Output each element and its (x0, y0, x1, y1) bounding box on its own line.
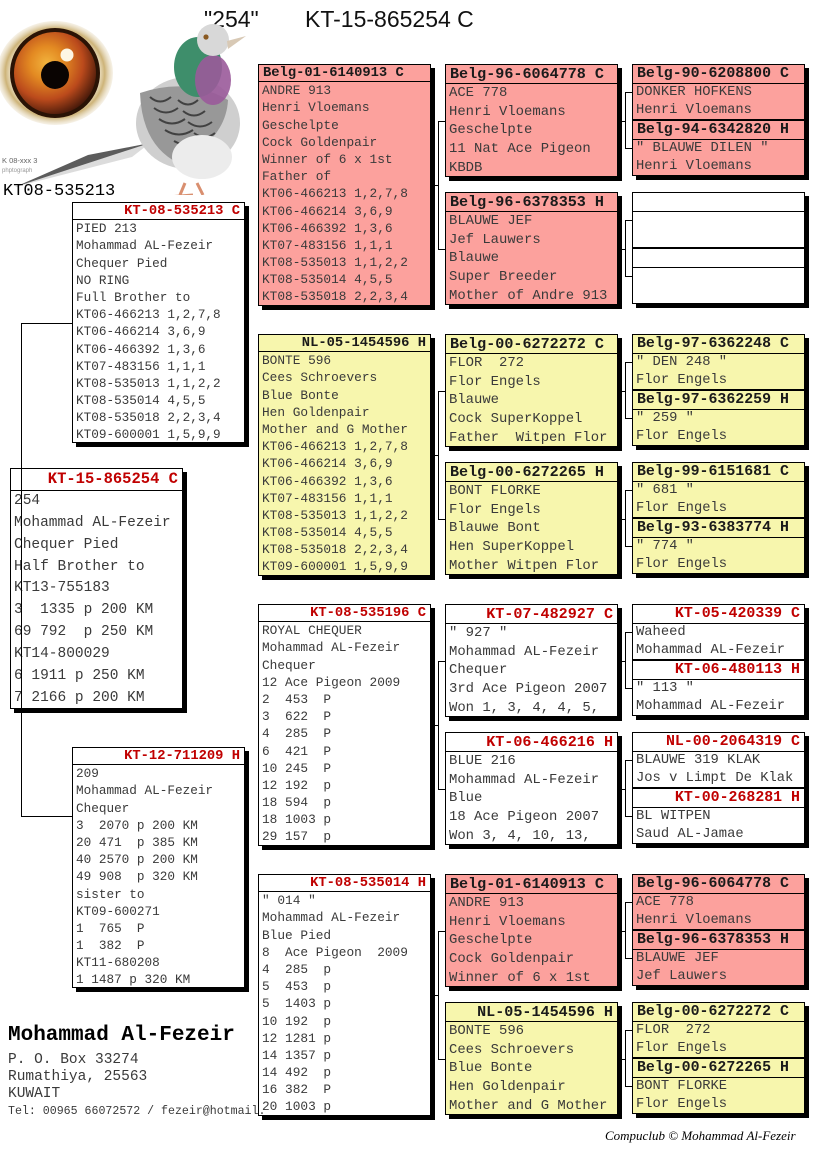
svg-text:K 08-xxx 3: K 08-xxx 3 (2, 156, 37, 165)
svg-text:phptograph: phptograph (2, 168, 32, 174)
